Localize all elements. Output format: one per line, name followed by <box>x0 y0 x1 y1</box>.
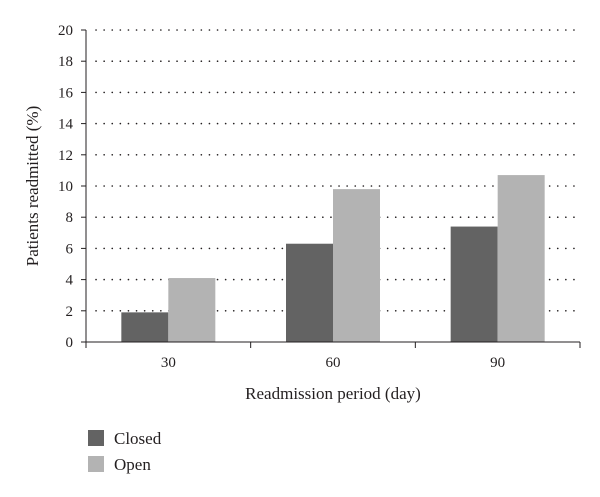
bars <box>121 175 545 342</box>
x-tick-label-30: 30 <box>161 355 176 371</box>
x-axis-title: Readmission period (day) <box>245 384 421 403</box>
y-axis-title: Patients readmitted (%) <box>23 106 42 267</box>
y-tick-label-4: 4 <box>66 273 74 289</box>
y-tick-label-0: 0 <box>66 335 74 351</box>
legend: Closed Open <box>88 429 162 474</box>
x-tick-labels: 30 60 90 <box>85 342 581 371</box>
legend-swatch-open <box>88 456 104 472</box>
y-tick-labels: 0 2 4 6 8 10 12 14 16 18 20 <box>58 23 86 351</box>
bar-open-60 <box>333 189 380 342</box>
y-tick-label-8: 8 <box>66 210 74 226</box>
bar-closed-30 <box>121 312 169 342</box>
y-tick-label-10: 10 <box>58 179 73 195</box>
legend-swatch-closed <box>88 430 104 446</box>
bar-closed-60 <box>286 243 333 342</box>
y-tick-label-16: 16 <box>58 85 74 101</box>
x-tick-label-60: 60 <box>326 355 341 371</box>
y-tick-label-14: 14 <box>58 117 74 133</box>
bar-open-30 <box>168 278 216 342</box>
y-tick-label-12: 12 <box>58 148 73 164</box>
y-tick-label-2: 2 <box>66 304 74 320</box>
y-tick-label-20: 20 <box>58 23 73 39</box>
x-tick-label-90: 90 <box>490 355 505 371</box>
y-tick-label-18: 18 <box>58 54 73 70</box>
bar-open-90 <box>497 175 545 342</box>
legend-label-closed: Closed <box>114 429 162 448</box>
legend-label-open: Open <box>114 455 151 474</box>
y-tick-label-6: 6 <box>66 241 74 257</box>
bar-closed-90 <box>450 226 498 342</box>
